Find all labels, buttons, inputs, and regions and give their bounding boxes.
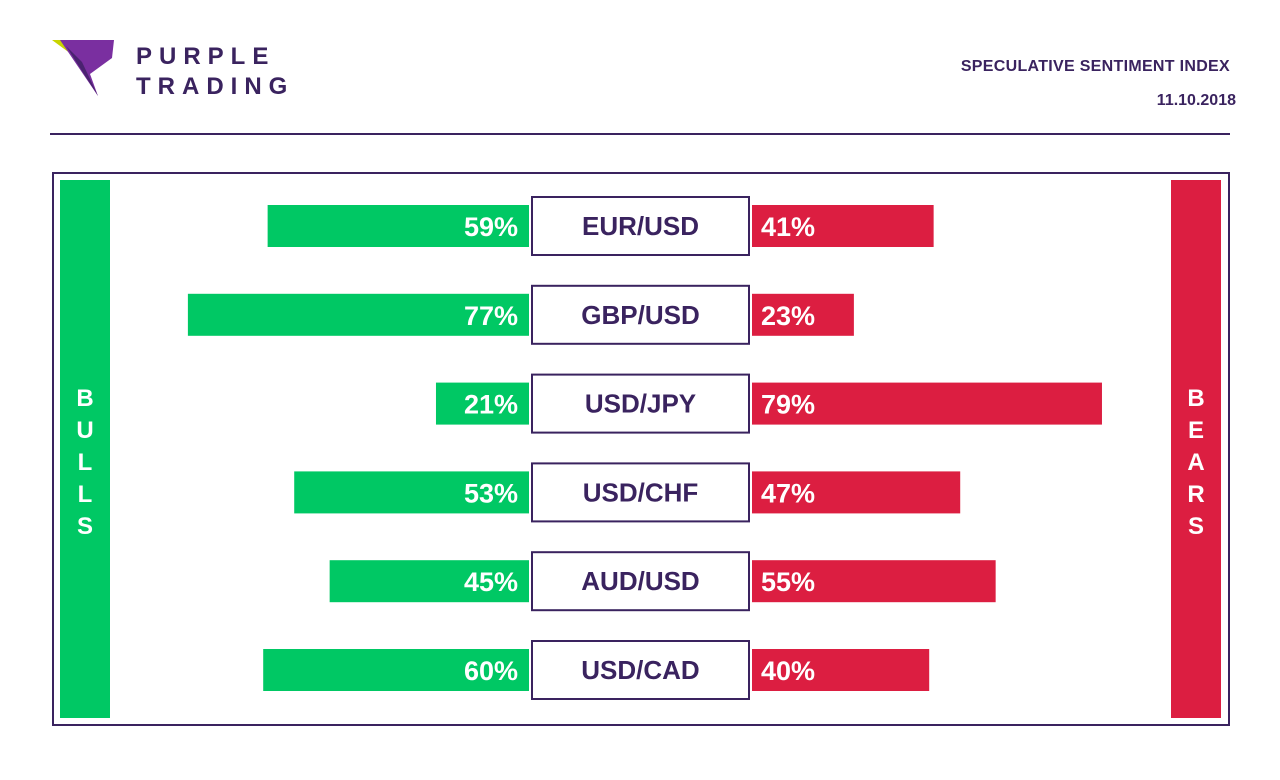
bulls-value-label: 77% (464, 301, 518, 331)
pair-box (531, 462, 750, 523)
header-divider (50, 133, 1230, 135)
bears-bar (752, 205, 934, 247)
chart-frame (52, 172, 1230, 726)
bears-value-label: 79% (761, 390, 815, 420)
currency-pair-label: EUR/USD (582, 211, 699, 241)
bears-bar (752, 382, 1102, 425)
currency-pair-label: USD/CAD (581, 655, 699, 685)
currency-pair-label: AUD/USD (581, 566, 699, 596)
page-title: SPECULATIVE SENTIMENT INDEX (960, 58, 1230, 75)
pair-box (531, 284, 750, 345)
bulls-bar (263, 649, 529, 691)
purple-trading-logo-icon (52, 40, 114, 96)
bulls-value-label: 53% (464, 478, 518, 508)
bulls-value-label: 59% (464, 212, 518, 242)
pair-box (531, 373, 750, 434)
bulls-value-label: 45% (464, 567, 518, 597)
bulls-bar (435, 382, 529, 425)
bulls-bar (267, 205, 529, 247)
bulls-value-label: 21% (464, 390, 518, 420)
bears-value-label: 41% (761, 212, 815, 242)
currency-pair-label: USD/CHF (583, 477, 699, 507)
currency-pair-label: USD/JPY (585, 389, 696, 419)
pair-box (531, 551, 750, 612)
bulls-value-label: 60% (464, 656, 518, 686)
bears-bar (752, 471, 961, 514)
bears-bar (752, 560, 996, 603)
brand-line-2: TRADING (136, 73, 295, 100)
currency-pair-label: GBP/USD (581, 300, 699, 330)
bulls-bar (187, 293, 529, 336)
bears-value-label: 23% (761, 301, 815, 331)
bears-bar (752, 293, 854, 336)
brand-logo: PURPLE TRADING (52, 40, 312, 100)
report-date: 11.10.2018 (1156, 92, 1236, 109)
bears-value-label: 47% (761, 478, 815, 508)
bulls-bar (294, 471, 529, 514)
brand-name: PURPLE TRADING (136, 42, 294, 102)
brand-line-1: PURPLE (136, 43, 276, 70)
bears-bar (752, 649, 930, 691)
bears-value-label: 55% (761, 567, 815, 597)
pair-box (531, 640, 750, 700)
bulls-bar (329, 560, 529, 603)
pair-box (531, 196, 750, 256)
bears-value-label: 40% (761, 656, 815, 686)
